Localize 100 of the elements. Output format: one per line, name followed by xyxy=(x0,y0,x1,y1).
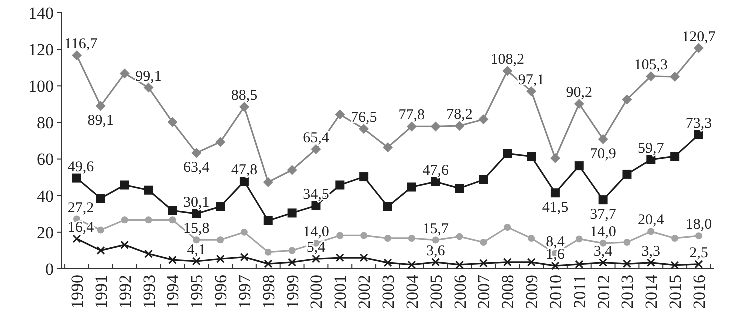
point xyxy=(120,240,130,250)
point xyxy=(430,122,441,132)
point xyxy=(192,148,202,158)
data-label: 88,5 xyxy=(231,88,258,104)
x-tick-label: 2009 xyxy=(522,275,542,309)
point xyxy=(72,234,82,244)
point xyxy=(264,248,272,256)
data-label: 89,1 xyxy=(88,113,114,130)
point xyxy=(672,234,679,242)
y-tick-label: 120 xyxy=(28,40,54,60)
data-label: 16,4 xyxy=(68,220,95,236)
x-tick-label: 2000 xyxy=(307,275,326,309)
x-tick-label: 2012 xyxy=(594,275,614,309)
point xyxy=(72,50,82,61)
data-label: 15,8 xyxy=(183,221,210,238)
point xyxy=(145,216,152,224)
point xyxy=(670,261,680,270)
point xyxy=(408,260,416,270)
point xyxy=(312,201,321,210)
point xyxy=(72,174,82,183)
point xyxy=(264,216,273,226)
point xyxy=(598,134,608,144)
point xyxy=(144,82,154,93)
point xyxy=(550,153,560,164)
x-tick-label: 2001 xyxy=(331,275,350,309)
data-label: 14,0 xyxy=(590,224,616,240)
y-tick-label: 80 xyxy=(37,114,54,133)
x-tick-label: 1994 xyxy=(164,274,183,309)
x-tick-label: 1991 xyxy=(92,275,111,309)
data-label: 63,4 xyxy=(183,160,210,176)
point xyxy=(694,260,704,269)
point xyxy=(360,172,369,182)
point xyxy=(192,257,201,266)
y-tick-label: 140 xyxy=(28,4,54,23)
data-label: 5,4 xyxy=(306,240,326,256)
point xyxy=(576,236,583,243)
point xyxy=(622,94,632,105)
data-label: 76,5 xyxy=(350,110,378,126)
point xyxy=(216,137,226,148)
data-label: 105,3 xyxy=(634,57,668,74)
point xyxy=(456,233,464,240)
data-label: 59,7 xyxy=(638,140,665,157)
data-label: 70,9 xyxy=(590,146,616,162)
point xyxy=(96,246,106,255)
data-label: 20,4 xyxy=(638,212,665,229)
x-tick-label: 2007 xyxy=(474,274,494,309)
point xyxy=(192,209,202,218)
point xyxy=(502,66,513,76)
point xyxy=(193,236,200,244)
point xyxy=(336,180,345,190)
point xyxy=(646,71,656,82)
point xyxy=(670,72,680,82)
x-tick-label: 1993 xyxy=(140,275,159,309)
point xyxy=(503,149,512,158)
x-tick-label: 1990 xyxy=(68,275,87,309)
point xyxy=(120,68,130,79)
point xyxy=(335,110,346,120)
point xyxy=(622,260,632,268)
x-tick-label: 2003 xyxy=(379,275,398,309)
data-label: 18,0 xyxy=(686,217,712,234)
data-label: 90,2 xyxy=(566,85,593,102)
data-label: 120,7 xyxy=(682,29,716,46)
point xyxy=(694,43,704,54)
point xyxy=(480,238,488,246)
point xyxy=(169,216,176,224)
point xyxy=(168,206,178,216)
x-tick-label: 1992 xyxy=(116,275,135,309)
point xyxy=(264,260,273,268)
data-label: 3,3 xyxy=(642,244,661,260)
x-tick-label: 2015 xyxy=(666,275,686,309)
data-label: 116,7 xyxy=(64,36,98,53)
data-label: 47,8 xyxy=(231,162,258,179)
point xyxy=(526,86,537,96)
data-label: 27,2 xyxy=(68,200,94,216)
point xyxy=(168,117,178,128)
data-label: 3,4 xyxy=(594,244,614,260)
point xyxy=(455,184,464,194)
data-label: 49,6 xyxy=(68,159,95,176)
y-tick-label: 100 xyxy=(28,77,54,96)
point xyxy=(240,253,249,262)
y-tick-label: 0 xyxy=(46,260,54,279)
data-label: 30,1 xyxy=(183,194,210,211)
data-label: 99,1 xyxy=(136,68,162,85)
data-label: 41,5 xyxy=(542,200,569,216)
data-label: 108,2 xyxy=(490,52,524,68)
point xyxy=(287,165,298,176)
point xyxy=(97,226,104,234)
point xyxy=(144,250,154,258)
x-tick-label: 2005 xyxy=(426,275,446,309)
point xyxy=(288,208,297,218)
point xyxy=(646,155,656,164)
point xyxy=(696,232,702,240)
point xyxy=(478,114,489,125)
x-tick-label: 2004 xyxy=(402,274,422,309)
x-tick-label: 1998 xyxy=(259,275,278,309)
x-tick-label: 2013 xyxy=(618,275,638,309)
point xyxy=(527,258,536,267)
data-label: 97,1 xyxy=(518,72,545,88)
point xyxy=(216,254,225,264)
point xyxy=(670,152,680,162)
